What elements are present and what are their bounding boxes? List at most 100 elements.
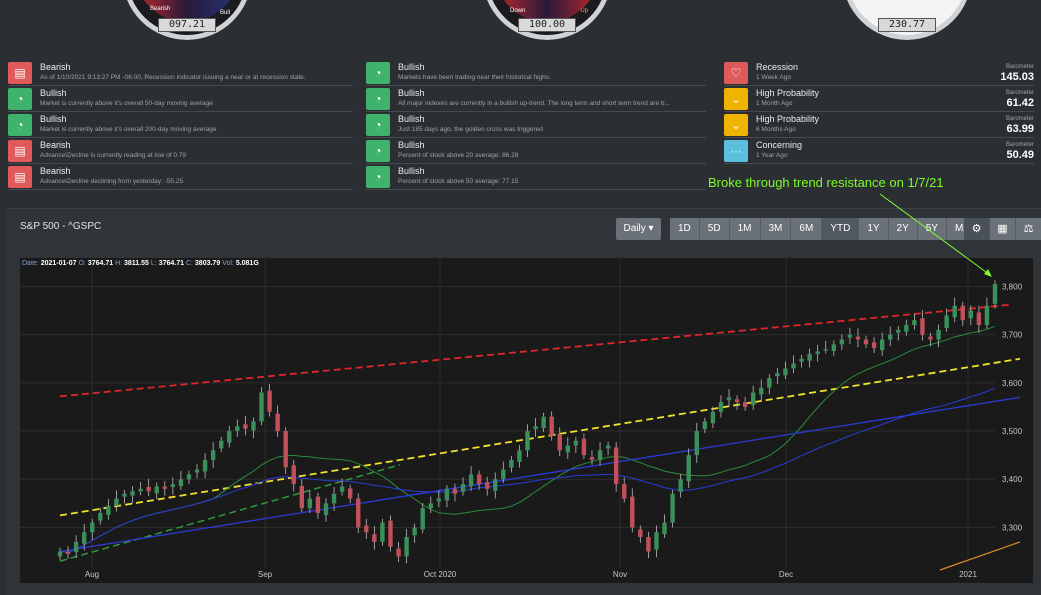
scale-icon[interactable]: ⚖ [1016,218,1041,240]
candle-body [541,416,546,429]
signal-title: Bullish [40,88,67,98]
candle-body [283,431,288,468]
barometer: Barometer 63.99 [1006,115,1034,135]
candle-body [984,305,990,326]
candle-body [476,474,482,485]
signal-text: Bullish Percent of stock above 50 average… [390,166,704,189]
range-1y-button[interactable]: 1Y [859,218,889,240]
candle-body [323,503,329,515]
range-1d-button[interactable]: 1D [670,218,700,240]
barometer-label: Barometer [1005,116,1034,122]
ma20-line [59,325,996,554]
candle-body [331,493,337,504]
signal-row[interactable]: ◔ Bullish Just 185 days ago, the golden cr… [366,114,706,138]
gauge-right-label: Up [580,8,588,14]
y-tick-label: 3,400 [1002,475,1023,484]
candle-body [686,455,691,482]
signal-title: Bearish [40,166,71,176]
x-tick-label: Aug [85,570,99,579]
range-5y-button[interactable]: 5Y [917,218,948,240]
candle-body [444,488,450,501]
signal-row[interactable]: ◔ Bullish Market is currently above it's o… [8,88,353,112]
candle-body [581,438,587,456]
y-tick-label: 3,600 [1002,379,1023,388]
signal-row[interactable]: ▤ Bearish As of 1/10/2021 9:13:27 PM -06:0… [8,62,353,86]
panel-title: S&P 500 - ^GSPC [20,221,102,232]
signal-row[interactable]: ⌄ High Probability 1 Month Ago Barometer 61.… [724,88,1034,112]
candle-body [912,320,917,326]
ohlc-low: 3764.71 [158,260,184,267]
candle-body [275,413,280,432]
signal-row[interactable]: ♡ Recession 1 Week Ago Barometer 145.03 [724,62,1034,86]
signal-desc: Market is currently above it's overall 2… [40,126,217,133]
price-chart[interactable]: Date: 2021-01-07 O: 3764.71 H: 3811.55 L… [20,258,1033,583]
candle-body [734,399,740,403]
candle-body [122,493,127,497]
candle-body [638,529,643,538]
signal-desc: 1 Month Ago [756,100,793,107]
candle-body [944,315,949,328]
candle-body [928,336,933,340]
caret-down-icon: ▾ [648,223,654,234]
barometer-label: Barometer [1005,90,1034,96]
signal-desc: 6 Months Ago [756,126,796,133]
signal-row[interactable]: ⌄ High Probability 6 Months Ago Barometer 63… [724,114,1034,138]
candle-body [347,488,353,499]
resistance-trendline [59,303,1011,398]
candle-body [992,284,998,304]
signal-row[interactable]: ◔ Bullish Markets have been trading near t… [366,62,706,86]
candle-body [162,486,167,489]
range-2y-button[interactable]: 2Y [888,218,918,240]
signal-title: Bullish [398,88,425,98]
gauge-icon: ◔ [366,140,390,162]
candle-body [767,378,772,388]
calculator-icon[interactable]: ▦ [990,218,1016,240]
candle-body [718,402,724,412]
candle-body [750,392,756,406]
candle-body [65,551,71,554]
range-6m-button[interactable]: 6M [791,218,823,240]
signal-desc: Percent of stock above 50 average: 77.15 [398,178,519,185]
candle-body [662,522,667,535]
candle-body [114,498,119,506]
signal-row[interactable]: ◔ Bullish Percent of stock above 50 averag… [366,166,706,190]
range-1m-button[interactable]: 1M [729,218,761,240]
signal-row[interactable]: ◔ Bullish Percent of stock above 20 averag… [366,140,706,164]
candle-body [106,505,111,515]
ma200-line [939,541,1021,571]
x-tick-label: Sep [258,570,273,579]
candle-body [267,390,272,412]
signal-row[interactable]: ▤ Bearish Advance\Decline is currently rea… [8,140,353,164]
signal-row[interactable]: ◔ Bullish All major indexes are currently … [366,88,706,112]
gauge-icon: ◔ [366,166,390,188]
candle-body [380,522,385,542]
candle-body [952,305,957,318]
candle-body [484,482,490,489]
signal-row[interactable]: ◔ Bullish Market is currently above it's o… [8,114,353,138]
candle-body [210,450,216,460]
candle-body [678,479,683,492]
signal-row[interactable]: ▤ Bearish Advance\Decline declining from y… [8,166,353,190]
candle-body [605,445,611,449]
range-5d-button[interactable]: 5D [699,218,730,240]
candle-body [863,339,869,345]
settings-icon[interactable]: ⚙ [964,218,990,240]
candle-body [831,344,836,352]
signal-row[interactable]: ··· Concerning 1 Year Ago Barometer 50.49 [724,140,1034,164]
range-3m-button[interactable]: 3M [760,218,792,240]
signal-text: Bullish Market is currently above it's ov… [32,114,351,137]
signal-title: High Probability [756,114,820,124]
interval-dropdown[interactable]: Daily ▾ [616,218,661,240]
candle-body [573,440,579,446]
chart-canvas: 3,300 3,400 3,500 3,600 3,700 3,800 Aug Sep Oct … [20,258,1023,579]
candle-body [888,334,893,340]
candle-body [146,486,151,492]
candle-body [428,503,433,509]
candle-body [879,339,885,351]
signal-title: Bullish [40,114,67,124]
range-ytd-button[interactable]: YTD [822,218,860,240]
gauge-readout: 097.21 [158,18,216,32]
candle-body [839,339,845,345]
chevron-down-icon: ⌄ [724,114,748,136]
candle-body [468,474,474,486]
